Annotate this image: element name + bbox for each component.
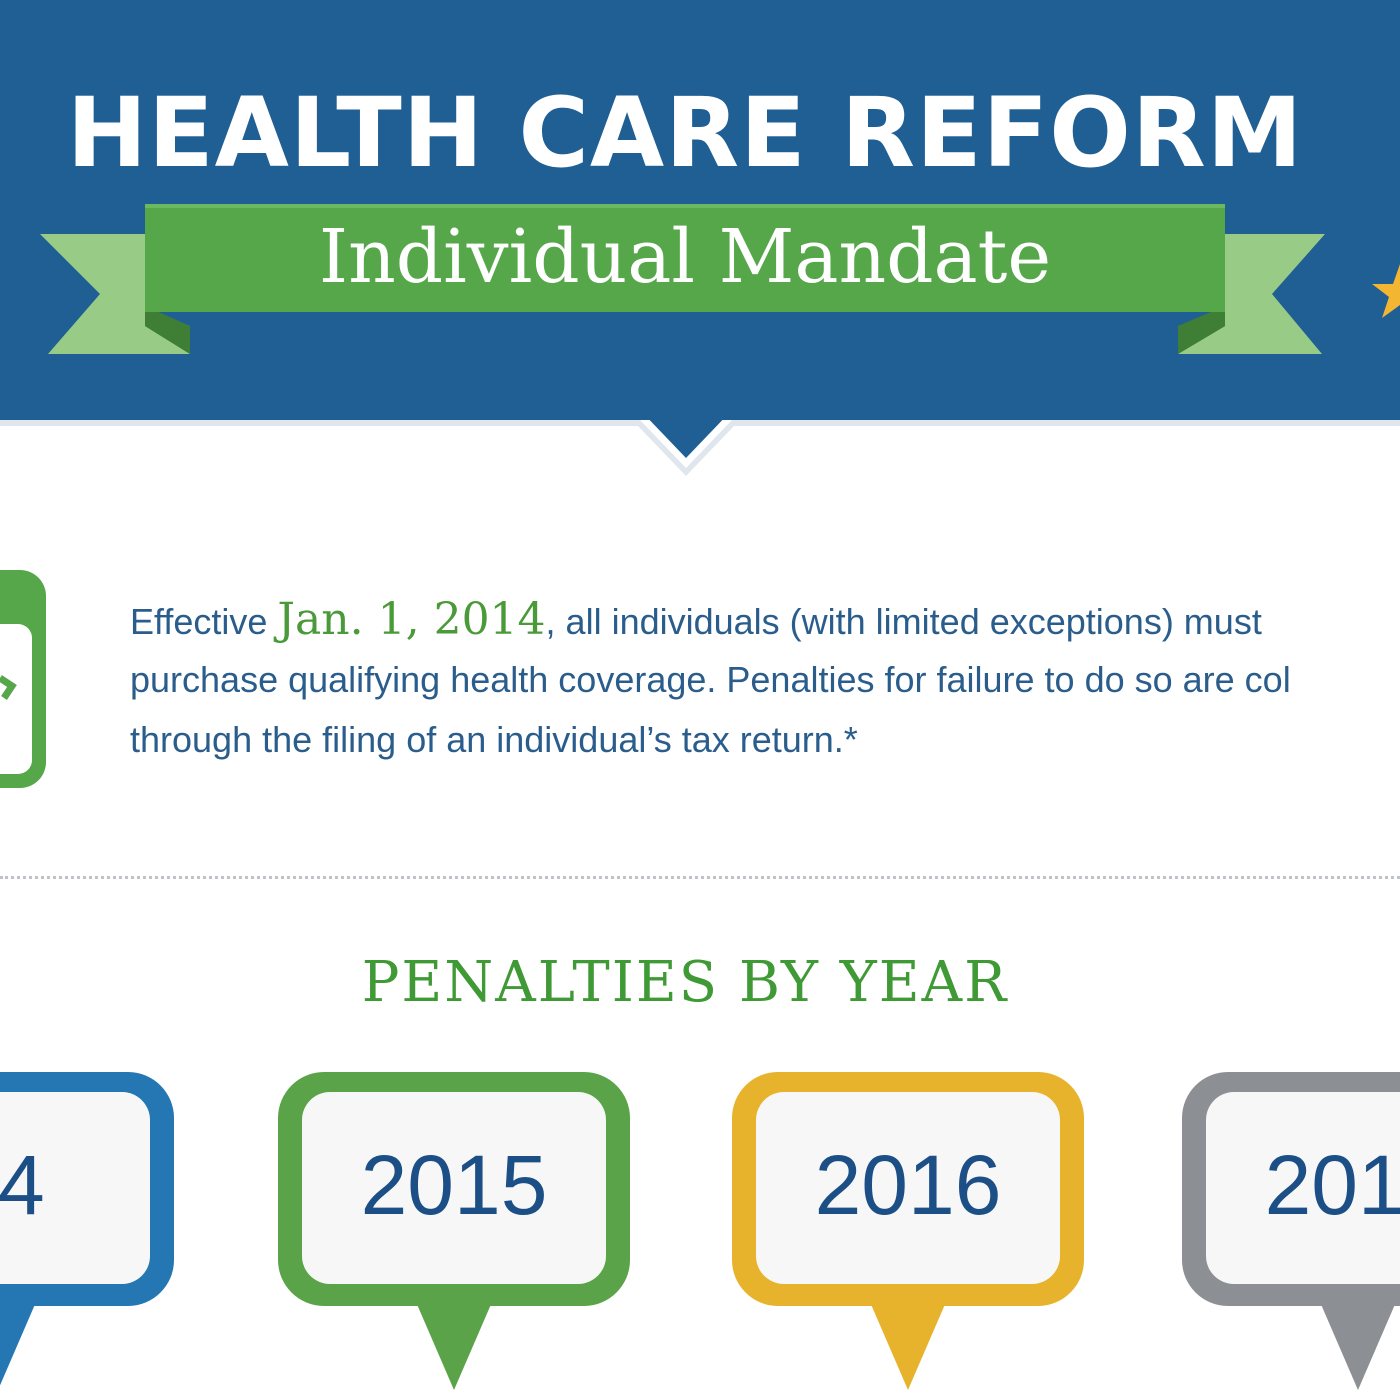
effective-date: Jan. 1, 2014	[277, 594, 546, 645]
year-label-clip-2017: 2017	[1180, 1130, 1400, 1250]
year-marker-2015	[276, 1070, 632, 1400]
section-divider	[0, 876, 1400, 879]
intro-line-2: purchase qualifying health coverage. Pen…	[130, 659, 1291, 700]
intro-text: Effective Jan. 1, 2014, all individuals …	[130, 590, 1400, 770]
year-label-2016: 2016	[814, 1138, 1002, 1232]
marker-shape-2015	[278, 1072, 630, 1390]
intro-line-3: through the filing of an individual’s ta…	[130, 719, 858, 760]
year-label-2014: 14	[0, 1138, 45, 1232]
intro-line-1: Effective Jan. 1, 2014, all individuals …	[130, 590, 1400, 650]
year-marker-2016	[730, 1070, 1086, 1400]
marker-shape-2016	[732, 1072, 1084, 1390]
penalties-title: PENALTIES BY YEAR	[361, 950, 1009, 1015]
star-icon	[1372, 264, 1400, 318]
year-label-clip-2014: 14	[0, 1130, 156, 1250]
marker-shape-2014	[0, 1072, 174, 1386]
calendar-icon	[0, 570, 46, 788]
page-title: HEALTH CARE REFORM	[66, 77, 1304, 189]
year-label-2015: 2015	[360, 1138, 548, 1232]
intro-line-1-rest: , all individuals (with limited exceptio…	[545, 601, 1262, 642]
ribbon-label: Individual Mandate	[318, 214, 1052, 300]
year-label-2017: 2017	[1264, 1138, 1400, 1232]
intro-effective-label: Effective	[130, 601, 278, 642]
year-marker-2014	[0, 1070, 176, 1400]
marker-shape-2017	[1182, 1072, 1400, 1390]
ribbon-banner	[40, 204, 1325, 354]
header-pointer	[0, 410, 1400, 476]
year-marker-2017	[1180, 1070, 1400, 1400]
